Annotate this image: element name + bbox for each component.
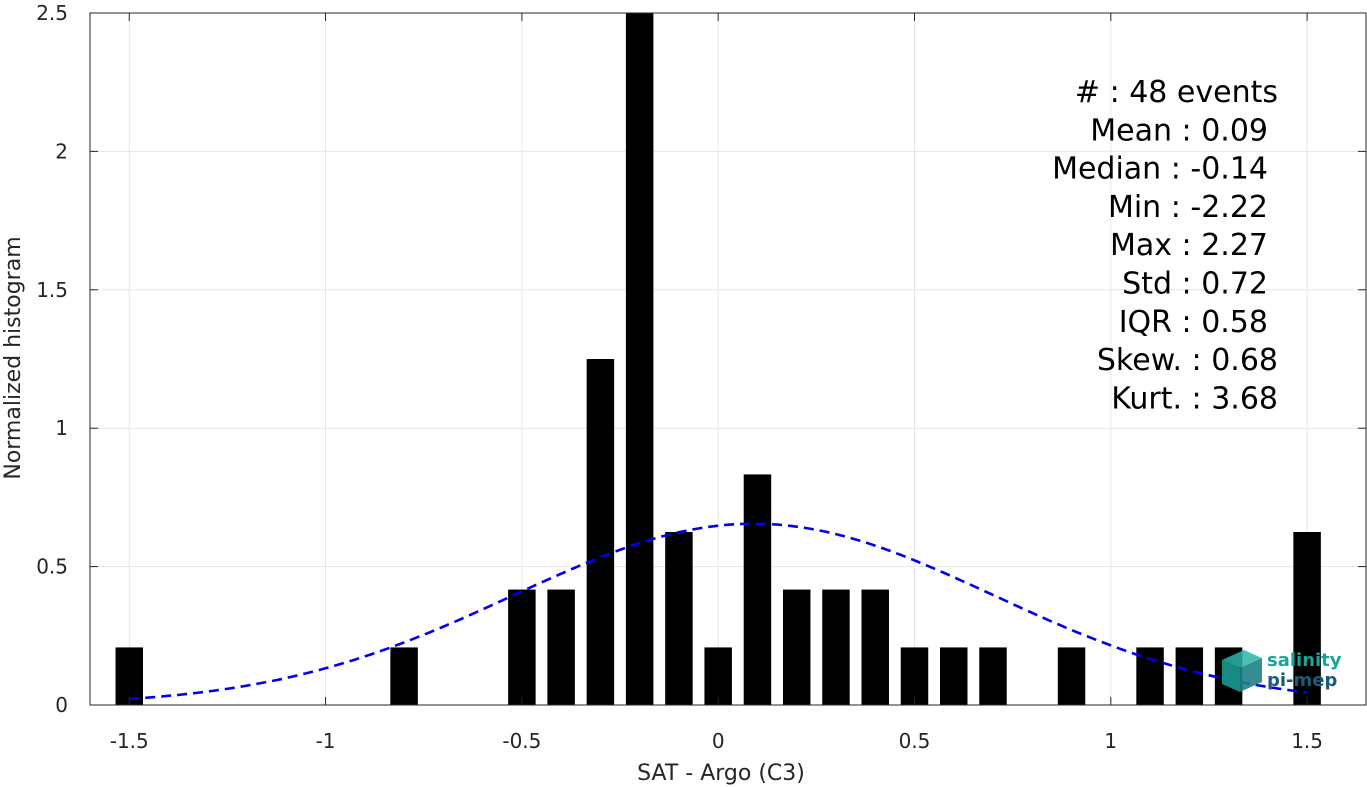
stat-line: IQR : 0.58 (1119, 305, 1268, 340)
x-tick-label: 0.5 (899, 729, 931, 753)
stat-line: Min : -2.22 (1108, 190, 1268, 225)
histogram-bar (625, 13, 654, 705)
histogram-bar (861, 589, 889, 705)
histogram-bar (390, 647, 418, 705)
gaussian-fit-curve (129, 522, 1308, 701)
histogram-bar (822, 589, 850, 705)
histogram-bar (704, 647, 732, 705)
x-axis-title: SAT - Argo (C3) (637, 761, 805, 786)
histogram-bar (1057, 647, 1086, 705)
histogram-bar (900, 647, 929, 705)
y-tick-label: 1.5 (36, 278, 68, 302)
logo-line-pi-mep: pi-mep (1267, 670, 1337, 691)
y-tick-label: 1 (55, 416, 68, 440)
stat-line: Median : -0.14 (1052, 152, 1268, 187)
histogram-bars (115, 13, 1321, 705)
histogram-bar (940, 647, 968, 705)
salinity-pi-mep-logo: salinity pi-mep (1222, 650, 1342, 692)
y-tick-label: 0 (55, 693, 68, 717)
histogram-bar (508, 589, 536, 705)
histogram-bar (115, 647, 144, 705)
x-tick-label: 1.5 (1291, 729, 1323, 753)
stat-line: Max : 2.27 (1110, 228, 1268, 263)
axis-ticks (90, 12, 1366, 706)
x-tick-label: 1 (1104, 729, 1117, 753)
histogram-bar (1175, 647, 1204, 705)
x-tick-label: 0 (712, 729, 725, 753)
x-tick-label: -1.5 (110, 729, 149, 753)
stat-line: Skew. : 0.68 (1097, 343, 1278, 378)
y-tick-labels: 0 0.5 1 1.5 2 2.5 (36, 1, 68, 717)
stat-line: Mean : 0.09 (1090, 113, 1268, 148)
axes-frame (89, 12, 1367, 706)
x-tick-labels: -1.5 -1 -0.5 0 0.5 1 1.5 (110, 729, 1323, 753)
logo-cube-icon (1222, 650, 1262, 692)
y-tick-label: 2.5 (36, 1, 68, 25)
histogram-bar (979, 647, 1007, 705)
stat-line: Std : 0.72 (1122, 267, 1268, 302)
histogram-bar (782, 589, 811, 705)
x-tick-label: -0.5 (502, 729, 541, 753)
histogram-bar (665, 532, 693, 705)
histogram-bar (743, 474, 772, 705)
x-tick-label: -1 (316, 729, 336, 753)
stat-line: # : 48 events (1075, 75, 1278, 110)
y-tick-label: 2 (55, 139, 68, 163)
histogram-bar (586, 359, 615, 705)
logo-line-salinity: salinity (1267, 650, 1342, 671)
histogram-bar (1293, 532, 1321, 705)
y-axis-title: Normalized histogram (1, 236, 26, 479)
y-tick-label: 0.5 (36, 555, 68, 579)
stat-line: Kurt. : 3.68 (1111, 381, 1278, 416)
histogram-bar (547, 589, 575, 705)
